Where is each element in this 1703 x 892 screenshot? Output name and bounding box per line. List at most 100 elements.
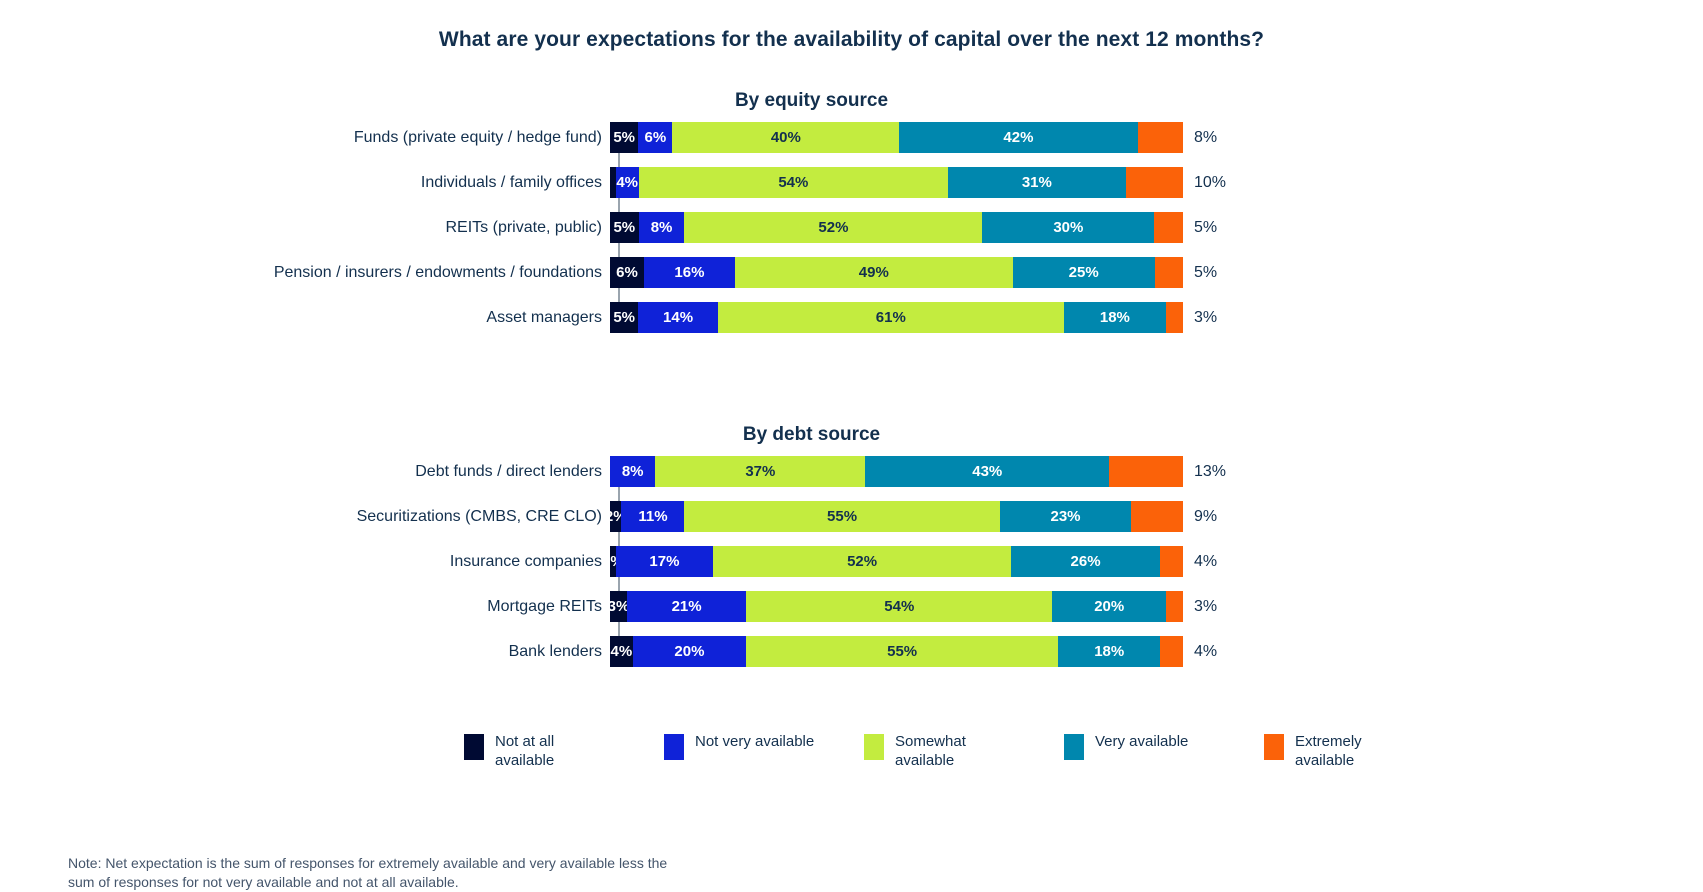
row-category-label: Securitizations (CMBS, CRE CLO) [356, 507, 602, 525]
bar-segment [610, 167, 616, 198]
bar-segment: 31% [948, 167, 1126, 198]
bar-segment: 61% [717, 302, 1064, 333]
bar-segment: 25% [1012, 257, 1155, 288]
chart-row: Pension / insurers / endowments / founda… [0, 257, 1703, 288]
row-category-label: Individuals / family offices [420, 173, 602, 191]
chart-rows-equity: Funds (private equity / hedge fund) 5% 6% 4… [0, 122, 1703, 333]
bar-segment: 20% [1052, 591, 1166, 622]
bar-segment [1131, 501, 1183, 532]
bar-segment [1160, 546, 1183, 577]
bar-segment: 30% [982, 212, 1155, 243]
chart-row: Debt funds / direct lenders 8% 37% 43% 13% [0, 456, 1703, 487]
bar-segment [1109, 456, 1183, 487]
bar-segment: 4% [615, 167, 639, 198]
stacked-bar: 4% 54% 31% [610, 167, 1183, 198]
page-title: What are your expectations for the avail… [438, 28, 1265, 51]
bar-segment [1160, 636, 1183, 667]
bar-segment: 5% [610, 122, 639, 153]
legend-label: Not at all available [495, 733, 555, 769]
row-category-label: Debt funds / direct lenders [415, 462, 602, 480]
net-expectation-label: 8% [1194, 128, 1218, 146]
bar-segment: 52% [713, 546, 1012, 577]
legend-label: Extremely available [1295, 733, 1362, 769]
bar-segment [1154, 257, 1183, 288]
bar-segment: 8% [610, 456, 656, 487]
chart-row: REITs (private, public) 5% 8% 52% 30% 5% [0, 212, 1703, 243]
bar-segment: 16% [644, 257, 735, 288]
bar-segment: 5% [610, 212, 639, 243]
chart-row: Individuals / family offices 4% 54% 31% 10% [0, 167, 1703, 198]
row-category-label: Funds (private equity / hedge fund) [353, 128, 602, 146]
bar-segment: 21% [627, 591, 747, 622]
bar-segment [1154, 212, 1183, 243]
net-expectation-label: 5% [1194, 218, 1218, 236]
chart-footnote: Note: Net expectation is the sum of resp… [68, 855, 668, 890]
bar-segment: 3% [610, 591, 628, 622]
chart-debt-source: By debt source Debt funds / direct lende… [0, 424, 1703, 667]
chart-row: Bank lenders 4% 20% 55% 18% 4% [0, 636, 1703, 667]
bar-segment: 6% [638, 122, 673, 153]
chart-row: Funds (private equity / hedge fund) 5% 6% 4… [0, 122, 1703, 153]
bar-segment: 6% [610, 257, 645, 288]
row-category-label: REITs (private, public) [445, 218, 603, 236]
legend-label: Somewhat available [895, 733, 966, 769]
bar-segment: 54% [746, 591, 1053, 622]
bar-segment: 26% [1011, 546, 1161, 577]
bar-segment: 43% [865, 456, 1110, 487]
bar-segment: 4% [610, 636, 633, 667]
stacked-bar: 5% 14% 61% 18% [610, 302, 1183, 333]
stacked-bar: 4% 20% 55% 18% [610, 636, 1183, 667]
legend-item: Extremely available [1264, 732, 1464, 770]
bar-segment: 40% [672, 122, 900, 153]
row-category-label: Bank lenders [508, 642, 602, 660]
legend-swatch-extremely [1264, 734, 1284, 760]
chart-title-equity: By equity source [734, 90, 889, 111]
chart-row: Asset managers 5% 14% 61% 18% 3% [0, 302, 1703, 333]
bar-segment: 1% [610, 546, 616, 577]
net-expectation-label: 3% [1194, 597, 1218, 615]
row-category-label: Insurance companies [449, 552, 602, 570]
stacked-bar: 2%11%55%23% [610, 501, 1183, 532]
chart-row: Insurance companies 1%17%52%26% 4% [0, 546, 1703, 577]
legend-label: Not very available [695, 733, 815, 750]
bar-segment: 37% [655, 456, 866, 487]
bar-segment: 2% [610, 501, 622, 532]
stacked-bar: 8% 37% 43% [610, 456, 1183, 487]
row-category-label: Asset managers [486, 308, 602, 326]
net-expectation-label: 13% [1194, 462, 1227, 480]
bar-segment [1165, 591, 1183, 622]
net-expectation-label: 5% [1194, 263, 1218, 281]
legend-swatch-not-at-all [464, 734, 484, 760]
legend-swatch-somewhat [864, 734, 884, 760]
legend-swatch-very [1064, 734, 1084, 760]
row-category-label: Mortgage REITs [487, 597, 602, 615]
bar-segment: 8% [638, 212, 685, 243]
legend-item: Somewhat available [864, 732, 1064, 770]
bar-segment [1125, 167, 1183, 198]
bar-segment: 17% [615, 546, 714, 577]
chart-equity-source: By equity source Funds (private equity /… [0, 90, 1703, 333]
stacked-bar: 5% 8% 52% 30% [610, 212, 1183, 243]
bar-segment: 18% [1063, 302, 1166, 333]
legend-item: Not at all available [464, 732, 664, 770]
net-expectation-label: 9% [1194, 507, 1218, 525]
bar-segment: 55% [684, 501, 1000, 532]
bar-segment: 52% [684, 212, 983, 243]
bar-segment: 18% [1058, 636, 1161, 667]
bar-segment [1165, 302, 1183, 333]
legend-item: Not very available [664, 732, 864, 770]
chart-title-debt: By debt source [742, 424, 881, 445]
row-category-label: Pension / insurers / endowments / founda… [273, 263, 602, 281]
legend-swatch-not-very [664, 734, 684, 760]
bar-segment [1137, 122, 1183, 153]
stacked-bar: 6% 16% 49% 25% [610, 257, 1183, 288]
bar-segment: 42% [899, 122, 1138, 153]
chart-rows-debt: Debt funds / direct lenders 8% 37% 43% 13% Se… [0, 456, 1703, 667]
legend-item: Very available [1064, 732, 1264, 770]
net-expectation-label: 4% [1194, 552, 1218, 570]
net-expectation-label: 10% [1194, 173, 1227, 191]
net-expectation-label: 4% [1194, 642, 1218, 660]
bar-segment: 5% [610, 302, 639, 333]
